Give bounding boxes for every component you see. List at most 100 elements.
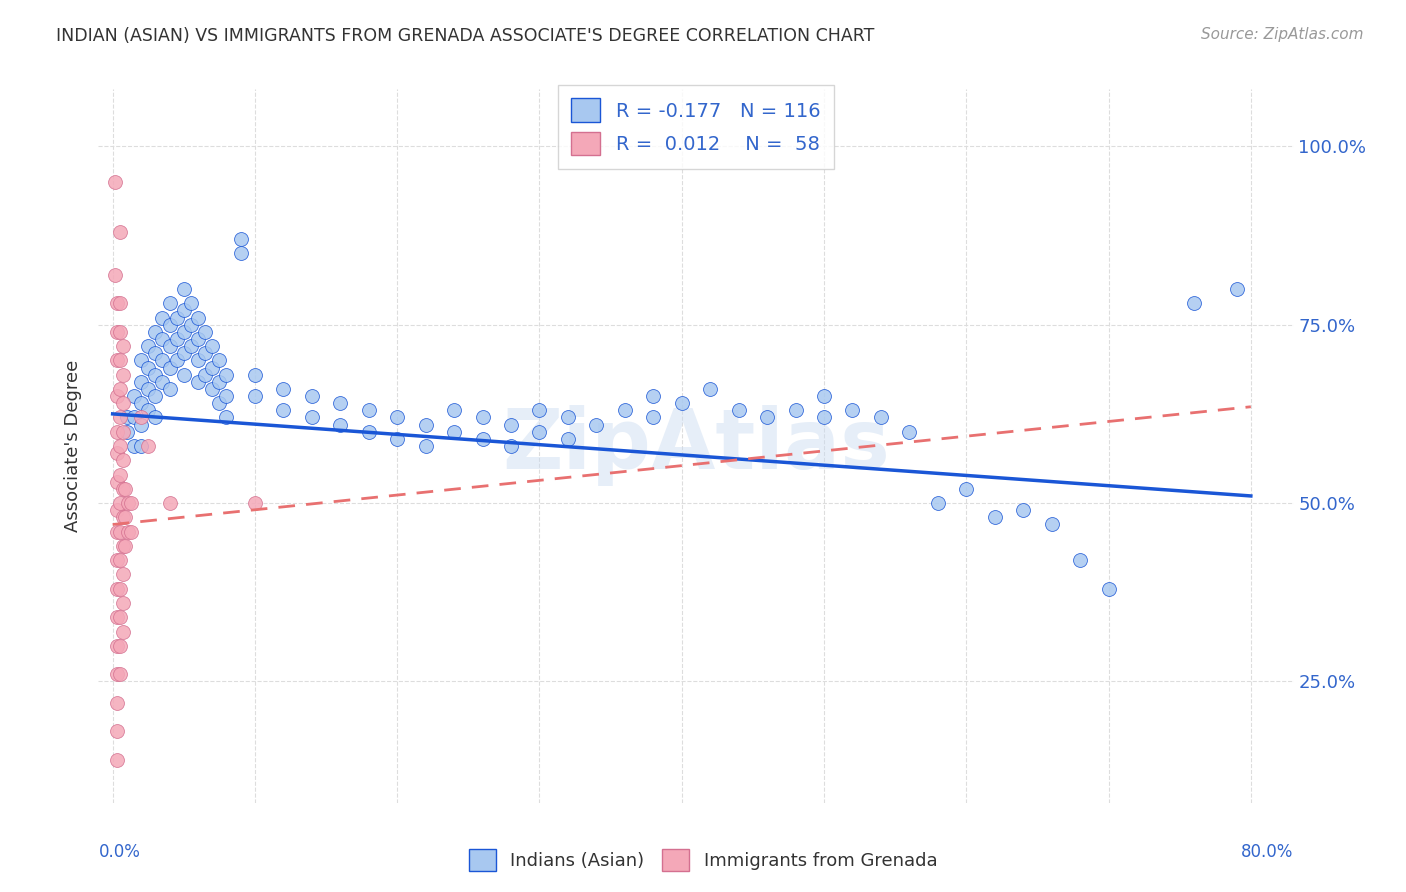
Point xyxy=(415,439,437,453)
Point xyxy=(357,425,380,439)
Point xyxy=(329,417,352,432)
Point xyxy=(117,524,139,539)
Point xyxy=(143,389,166,403)
Point xyxy=(105,425,128,439)
Point xyxy=(114,482,136,496)
Point xyxy=(173,368,195,382)
Point xyxy=(187,310,209,325)
Point xyxy=(180,339,202,353)
Point xyxy=(108,410,131,425)
Point xyxy=(215,410,238,425)
Point xyxy=(111,624,134,639)
Point xyxy=(159,318,181,332)
Point xyxy=(785,403,807,417)
Point xyxy=(105,524,128,539)
Point xyxy=(108,325,131,339)
Y-axis label: Associate's Degree: Associate's Degree xyxy=(65,359,83,533)
Point xyxy=(173,325,195,339)
Point xyxy=(385,432,409,446)
Point xyxy=(813,389,835,403)
Point xyxy=(104,268,127,282)
Point xyxy=(111,368,134,382)
Point xyxy=(898,425,921,439)
Point xyxy=(111,510,134,524)
Point xyxy=(152,353,174,368)
Point xyxy=(108,439,131,453)
Point xyxy=(129,375,152,389)
Point xyxy=(813,410,835,425)
Point xyxy=(143,368,166,382)
Point xyxy=(108,639,131,653)
Point xyxy=(108,467,131,482)
Point xyxy=(194,346,217,360)
Point xyxy=(129,439,152,453)
Point xyxy=(122,389,145,403)
Point xyxy=(159,360,181,375)
Point xyxy=(243,368,266,382)
Legend: Indians (Asian), Immigrants from Grenada: Indians (Asian), Immigrants from Grenada xyxy=(461,842,945,879)
Point xyxy=(984,510,1007,524)
Point xyxy=(415,417,437,432)
Text: 80.0%: 80.0% xyxy=(1241,843,1294,861)
Point xyxy=(1069,553,1091,567)
Point xyxy=(159,339,181,353)
Point xyxy=(129,353,152,368)
Point xyxy=(159,296,181,310)
Point xyxy=(215,368,238,382)
Point xyxy=(841,403,863,417)
Point xyxy=(159,496,181,510)
Point xyxy=(955,482,977,496)
Point xyxy=(301,389,323,403)
Point xyxy=(357,403,380,417)
Point xyxy=(105,553,128,567)
Point xyxy=(105,353,128,368)
Point xyxy=(471,410,494,425)
Point xyxy=(273,382,295,396)
Point xyxy=(111,425,134,439)
Point xyxy=(152,375,174,389)
Point xyxy=(105,667,128,681)
Point xyxy=(111,596,134,610)
Point xyxy=(108,296,131,310)
Point xyxy=(105,325,128,339)
Point xyxy=(471,432,494,446)
Point xyxy=(108,582,131,596)
Point xyxy=(129,410,152,425)
Legend: R = -0.177   N = 116, R =  0.012    N =  58: R = -0.177 N = 116, R = 0.012 N = 58 xyxy=(558,85,834,169)
Point xyxy=(329,396,352,410)
Point xyxy=(117,496,139,510)
Point xyxy=(927,496,949,510)
Point xyxy=(129,417,152,432)
Point xyxy=(499,439,522,453)
Point xyxy=(194,325,217,339)
Point xyxy=(108,353,131,368)
Text: Source: ZipAtlas.com: Source: ZipAtlas.com xyxy=(1201,27,1364,42)
Point xyxy=(180,318,202,332)
Point xyxy=(152,332,174,346)
Point xyxy=(273,403,295,417)
Point xyxy=(613,403,636,417)
Point xyxy=(105,503,128,517)
Text: INDIAN (ASIAN) VS IMMIGRANTS FROM GRENADA ASSOCIATE'S DEGREE CORRELATION CHART: INDIAN (ASIAN) VS IMMIGRANTS FROM GRENAD… xyxy=(56,27,875,45)
Point xyxy=(115,425,138,439)
Point xyxy=(301,410,323,425)
Point xyxy=(120,496,142,510)
Point xyxy=(208,353,231,368)
Point xyxy=(870,410,893,425)
Point xyxy=(108,524,131,539)
Point xyxy=(114,510,136,524)
Point xyxy=(143,410,166,425)
Point xyxy=(111,453,134,467)
Point xyxy=(215,389,238,403)
Point xyxy=(1097,582,1119,596)
Point xyxy=(105,475,128,489)
Point xyxy=(105,389,128,403)
Point xyxy=(105,582,128,596)
Point xyxy=(111,567,134,582)
Point xyxy=(187,332,209,346)
Point xyxy=(114,539,136,553)
Point xyxy=(136,360,159,375)
Point xyxy=(756,410,779,425)
Point xyxy=(1226,282,1249,296)
Point xyxy=(166,332,188,346)
